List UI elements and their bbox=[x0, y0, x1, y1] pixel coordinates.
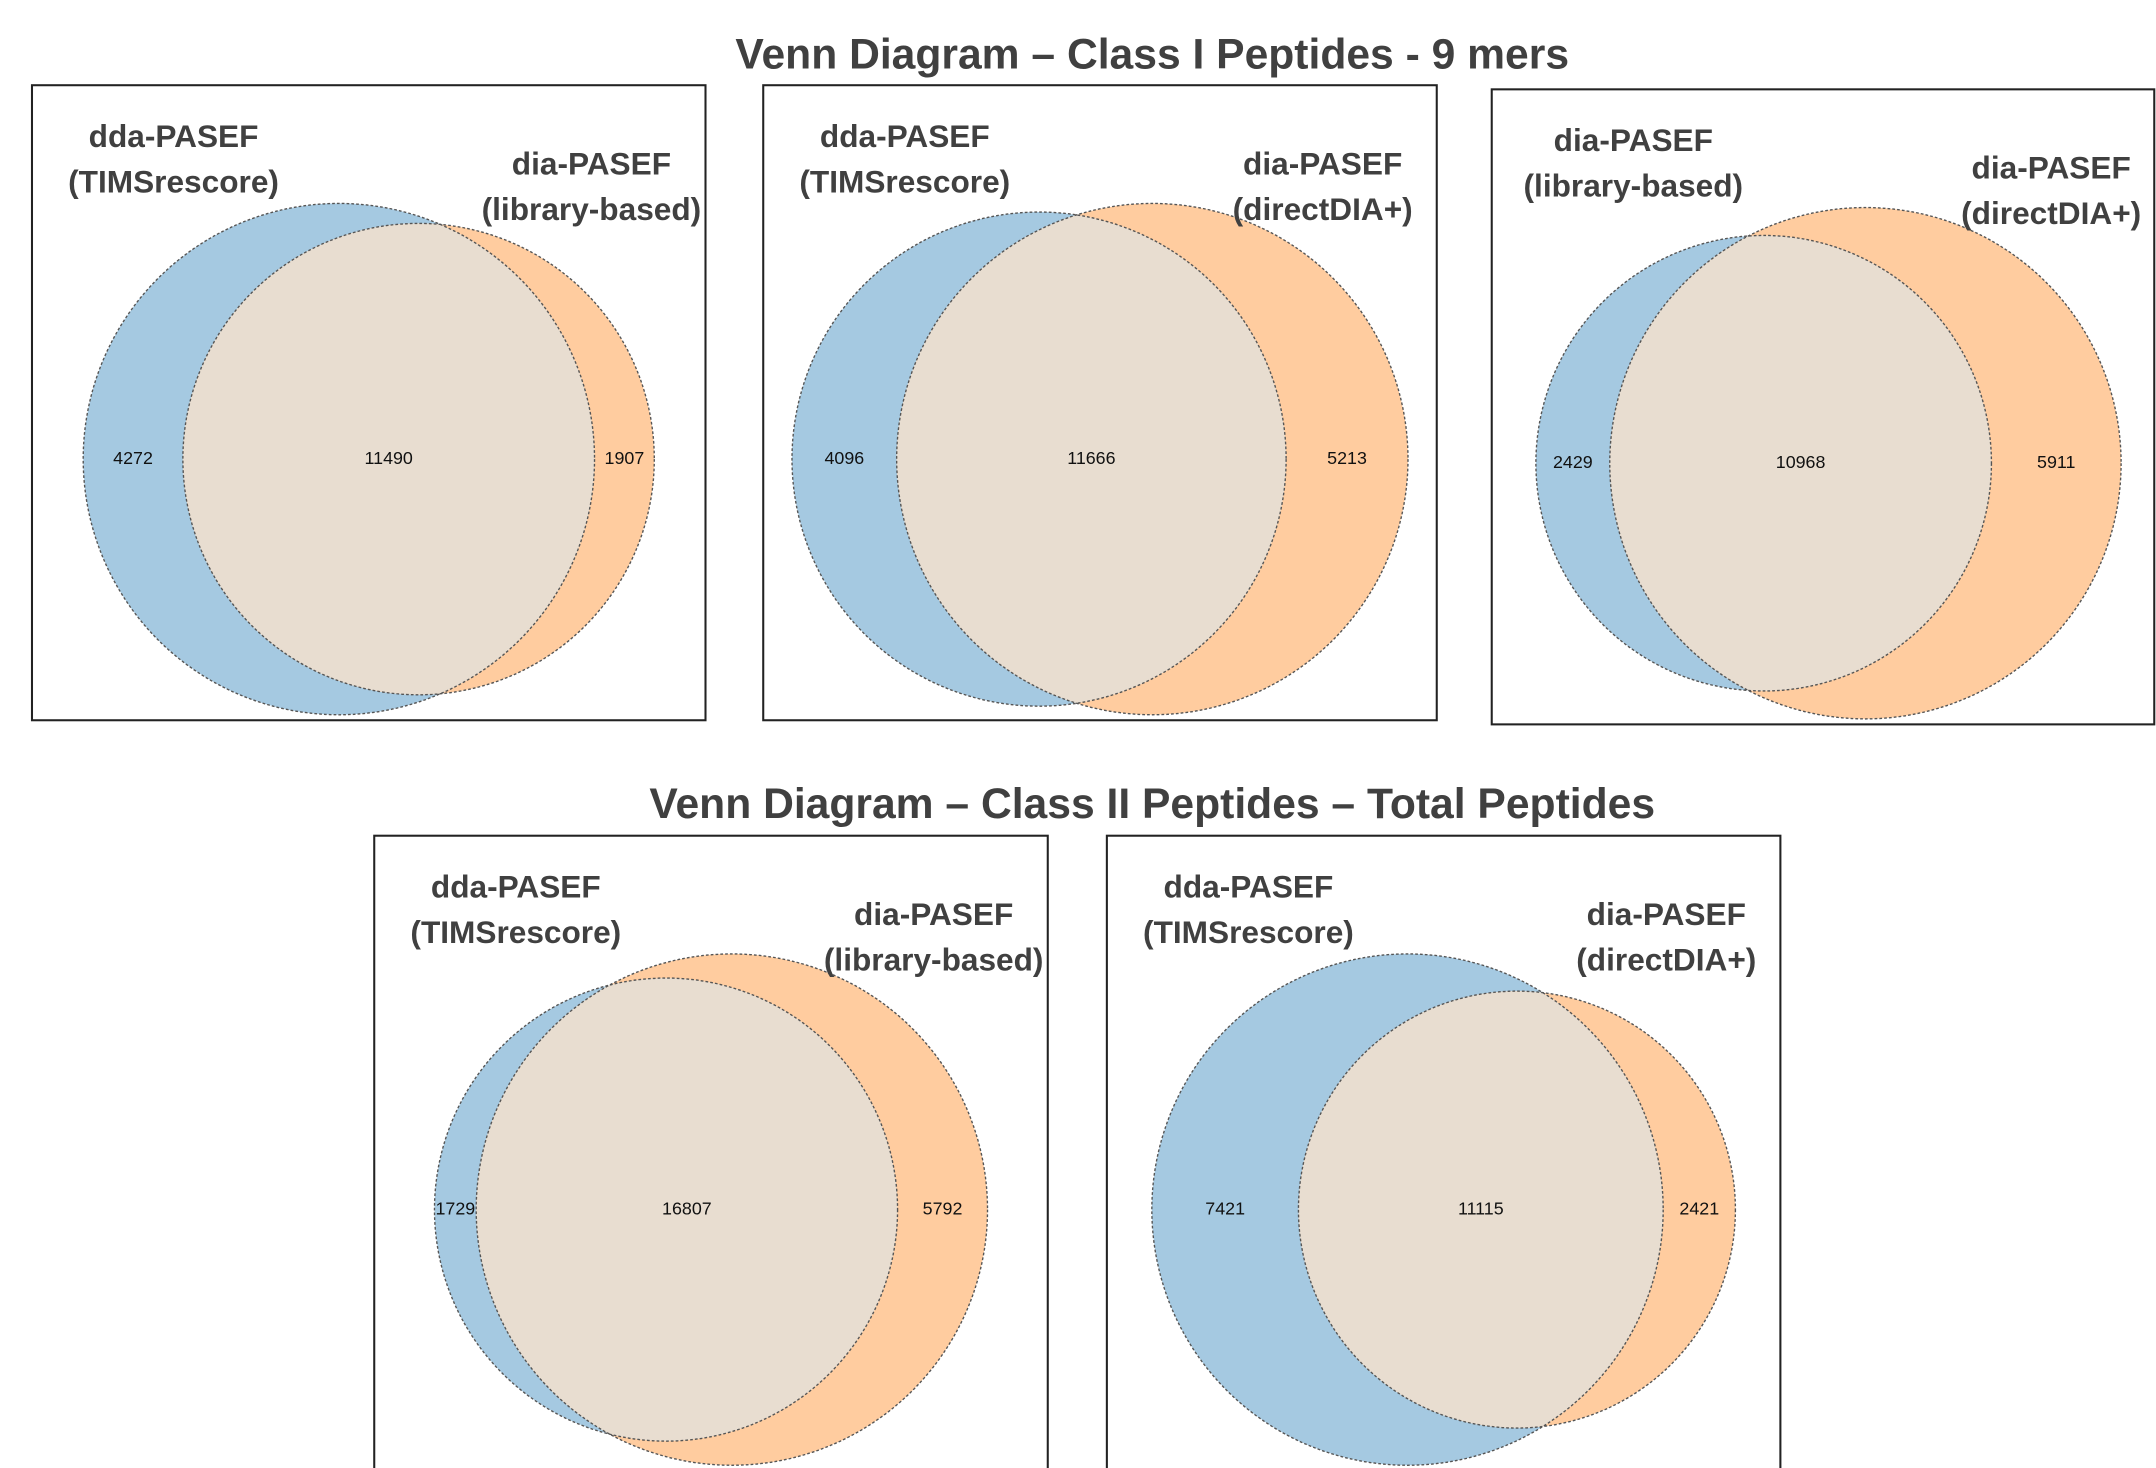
circle-outline bbox=[82, 202, 596, 716]
region-count: 1907 bbox=[605, 448, 645, 468]
venn-panel: 4096 11666 5213 dda-PASEF (TIMSrescore) dia-P… bbox=[762, 84, 1438, 722]
set-label: (TIMSrescore) bbox=[68, 163, 279, 199]
circle-outline bbox=[1151, 953, 1664, 1466]
set-label: dda-PASEF bbox=[1164, 869, 1334, 905]
set-label: (directDIA+) bbox=[1961, 195, 2141, 231]
region-count: 16807 bbox=[662, 1198, 712, 1218]
region-count: 1729 bbox=[435, 1198, 475, 1218]
region-count: 10968 bbox=[1776, 452, 1826, 472]
panel-frame bbox=[1105, 834, 1782, 1468]
overlap-region bbox=[476, 978, 898, 1442]
panel-frame bbox=[762, 84, 1438, 722]
region-count: 2429 bbox=[1553, 452, 1593, 472]
set-label: dia-PASEF bbox=[1587, 896, 1746, 932]
circle-outline bbox=[1609, 206, 2122, 720]
set-label: (TIMSrescore) bbox=[410, 914, 621, 950]
set-label: dia-PASEF bbox=[1243, 146, 1402, 182]
circle-outline bbox=[433, 977, 899, 1442]
region-count: 11115 bbox=[1458, 1198, 1504, 1218]
region-count: 2421 bbox=[1679, 1198, 1719, 1218]
region-count: 4272 bbox=[113, 448, 153, 468]
set-label: dia-PASEF bbox=[854, 896, 1013, 932]
region-count: 7421 bbox=[1205, 1198, 1245, 1218]
region-count: 5792 bbox=[923, 1198, 963, 1218]
circle-outline bbox=[1535, 234, 1993, 692]
set-label: (directDIA+) bbox=[1233, 191, 1413, 227]
region-count: 4096 bbox=[824, 448, 864, 468]
overlap-region bbox=[1609, 235, 1992, 691]
set-label: dda-PASEF bbox=[820, 118, 990, 154]
overlap-region bbox=[896, 214, 1287, 704]
set-label: (directDIA+) bbox=[1576, 941, 1756, 977]
set-label: (library-based) bbox=[1524, 168, 1744, 204]
circle-outline bbox=[895, 202, 1409, 716]
venn-panel: 4272 11490 1907 dda-PASEF (TIMSrescore) dia-P… bbox=[30, 84, 707, 722]
set-label: dia-PASEF bbox=[1554, 122, 1713, 158]
circle-outline bbox=[791, 211, 1287, 707]
set-label: dia-PASEF bbox=[512, 146, 671, 182]
set-label: dia-PASEF bbox=[1972, 150, 2131, 186]
venn-panel: 1729 16807 5792 dda-PASEF (TIMSrescore) dia-P… bbox=[373, 834, 1049, 1468]
panel-frame bbox=[1490, 88, 2156, 726]
circle-outline bbox=[1297, 990, 1737, 1429]
group-title: Venn Diagram – Class II Peptides – Total… bbox=[649, 780, 1655, 828]
region-count: 5911 bbox=[2037, 452, 2075, 472]
set-label: (library-based) bbox=[824, 941, 1044, 977]
venn-panel: 7421 11115 2421 dda-PASEF (TIMSrescore) dia-P… bbox=[1105, 834, 1782, 1468]
circle-outline bbox=[475, 953, 989, 1466]
region-count: 11490 bbox=[365, 448, 413, 468]
overlap-region bbox=[1298, 991, 1664, 1429]
panel-frame bbox=[30, 84, 707, 722]
set-label: dda-PASEF bbox=[431, 869, 601, 905]
set-label: (library-based) bbox=[482, 191, 702, 227]
group-title: Venn Diagram – Class I Peptides - 9 mers bbox=[735, 31, 1569, 79]
venn-panel: 2429 10968 5911 dia-PASEF (library-based) dia… bbox=[1490, 88, 2156, 726]
panel-frame bbox=[373, 834, 1049, 1468]
region-count: 11666 bbox=[1067, 448, 1115, 468]
set-label: dda-PASEF bbox=[89, 118, 259, 154]
circle-outline bbox=[182, 222, 655, 696]
set-label: (TIMSrescore) bbox=[799, 163, 1010, 199]
region-count: 5213 bbox=[1327, 448, 1367, 468]
set-label: (TIMSrescore) bbox=[1143, 914, 1354, 950]
overlap-region bbox=[182, 223, 595, 695]
